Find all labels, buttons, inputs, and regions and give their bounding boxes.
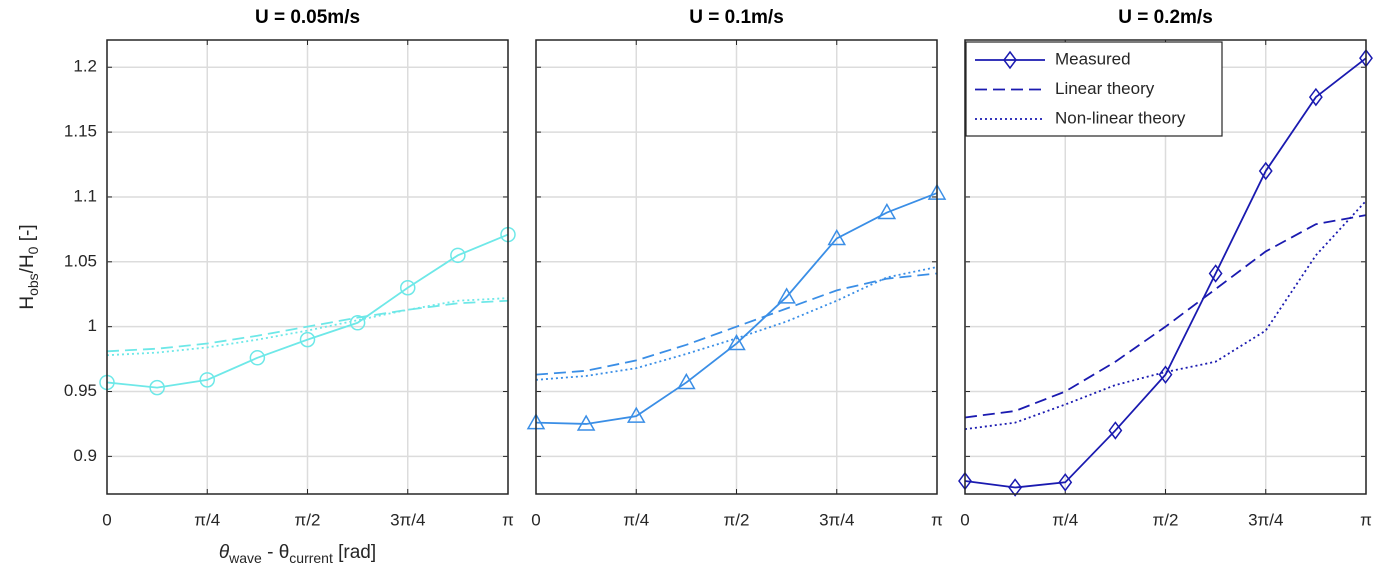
- series-line: [535, 192, 938, 425]
- marker: [1208, 264, 1223, 283]
- marker: [626, 406, 646, 423]
- marker: [1158, 365, 1173, 384]
- marker: [1108, 421, 1123, 440]
- axes-box: [964, 39, 1367, 495]
- y-tick-label: 1: [88, 316, 97, 335]
- marker: [299, 331, 316, 348]
- axes-box: [106, 39, 509, 495]
- panel-title: U = 0.1m/s: [689, 7, 784, 28]
- x-tick-label: π/4: [1052, 510, 1078, 529]
- x-tick-label: 0: [102, 510, 111, 529]
- y-axis-label: Hobs/H0 [-]: [17, 224, 41, 309]
- series-line: [535, 266, 938, 381]
- panel-title: U = 0.05m/s: [255, 7, 360, 28]
- y-tick-label: 0.95: [64, 381, 97, 400]
- marker: [349, 315, 366, 331]
- marker: [450, 247, 466, 264]
- series-line: [106, 299, 509, 353]
- marker: [827, 228, 847, 246]
- x-tick-label: 3π/4: [819, 510, 854, 529]
- x-tick-label: π: [931, 510, 943, 529]
- y-tick-label: 1.05: [64, 251, 97, 270]
- legend-label: Non-linear theory: [1055, 108, 1186, 127]
- x-axis-label-part: - θ: [262, 542, 289, 563]
- legend-label: Measured: [1055, 49, 1131, 68]
- marker: [677, 372, 696, 390]
- x-tick-label: 0: [531, 510, 540, 529]
- x-tick-label: π/2: [295, 510, 321, 529]
- x-tick-label: π/2: [724, 510, 750, 529]
- series-line: [964, 214, 1367, 419]
- x-tick-label: π: [502, 510, 514, 529]
- y-axis-label-part: H: [17, 296, 38, 310]
- x-axis-label-part: θ: [219, 542, 230, 563]
- marker: [199, 372, 215, 388]
- x-tick-label: 0: [960, 510, 969, 529]
- marker: [249, 350, 266, 366]
- y-axis-label-part: /H: [17, 254, 38, 273]
- y-axis-label-part: 0: [25, 246, 41, 254]
- y-tick-label: 0.9: [73, 446, 97, 465]
- y-axis-label-part: [-]: [17, 224, 38, 246]
- marker: [1003, 50, 1017, 70]
- marker: [1258, 161, 1273, 181]
- series-line: [106, 297, 509, 357]
- x-axis-label-part: current: [289, 550, 333, 566]
- marker: [1058, 473, 1073, 492]
- x-axis-label-part: [rad]: [333, 542, 376, 563]
- legend: Measured Linear theory Non-linear theory: [965, 41, 1223, 137]
- marker: [1308, 87, 1323, 107]
- series-line: [964, 57, 1367, 489]
- x-tick-label: π/4: [623, 510, 649, 529]
- marker: [1008, 478, 1023, 497]
- marker: [877, 203, 897, 220]
- legend-box: [965, 41, 1223, 137]
- legend-label: Linear theory: [1055, 79, 1155, 98]
- marker: [727, 334, 746, 351]
- x-tick-label: π/4: [194, 510, 220, 529]
- x-tick-label: π/2: [1153, 510, 1179, 529]
- y-tick-label: 1.2: [73, 57, 97, 76]
- x-tick-label: 3π/4: [390, 510, 425, 529]
- axes-box: [535, 39, 938, 495]
- series-line: [106, 233, 509, 389]
- marker: [149, 379, 165, 396]
- panel-title: U = 0.2m/s: [1118, 7, 1213, 28]
- y-tick-label: 1.1: [73, 186, 97, 205]
- x-axis-label-part: wave: [228, 550, 262, 566]
- x-tick-label: π: [1360, 510, 1372, 529]
- series-line: [535, 272, 938, 376]
- y-axis-label-part: obs: [25, 273, 41, 296]
- y-tick-label: 1.15: [64, 122, 97, 141]
- x-tick-label: 3π/4: [1248, 510, 1283, 529]
- marker: [777, 287, 796, 304]
- marker: [576, 414, 596, 431]
- marker: [400, 280, 416, 296]
- x-axis-label: θwave - θcurrent [rad]: [219, 542, 376, 566]
